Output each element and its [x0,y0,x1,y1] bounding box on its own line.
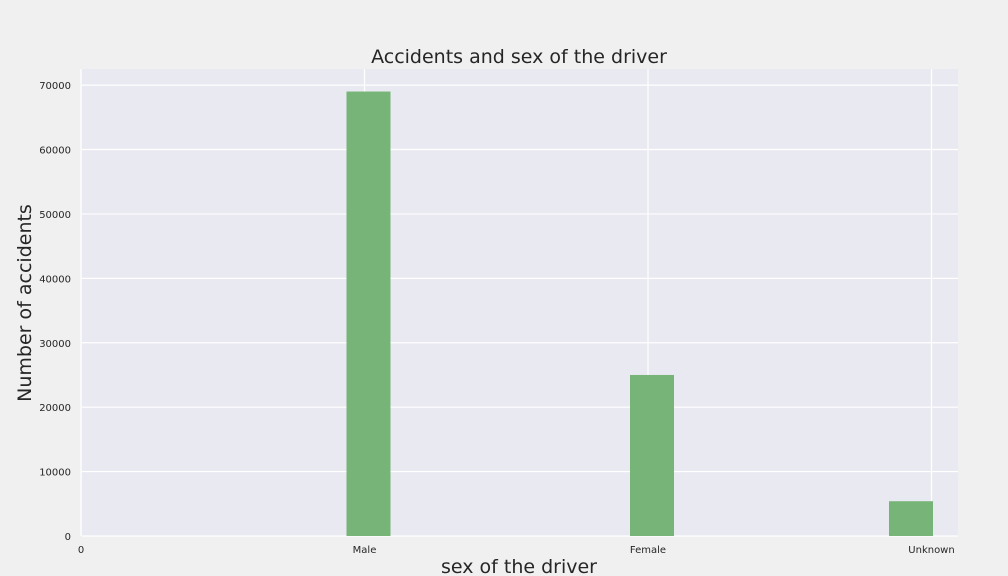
y-tick-label: 40000 [39,274,71,285]
y-tick-label: 50000 [39,210,71,221]
y-tick-label: 0 [65,532,71,543]
y-tick-labels: 0 10000 20000 30000 40000 50000 60000 70000 [39,81,71,543]
y-tick-label: 10000 [39,468,71,479]
x-tick-label: Male [353,545,377,556]
chart-title: Accidents and sex of the driver [371,46,667,68]
grid-lines [80,69,958,537]
bar-female [630,374,674,536]
x-tick-label: Unknown [908,545,954,556]
y-tick-label: 60000 [39,146,71,157]
y-tick-label: 30000 [39,339,71,350]
plot-area [82,69,958,536]
x-tick-labels: 0 Male Female Unknown [78,545,955,556]
bar-unknown [889,501,933,536]
x-tick-label: Female [630,545,666,556]
x-tick-label: 0 [78,545,84,556]
x-axis-label: sex of the driver [441,556,597,576]
bar-male [346,91,391,536]
y-axis-label: Number of accidents [14,204,36,402]
y-tick-label: 20000 [39,403,71,414]
bars [346,91,933,536]
y-tick-label: 70000 [39,81,71,92]
